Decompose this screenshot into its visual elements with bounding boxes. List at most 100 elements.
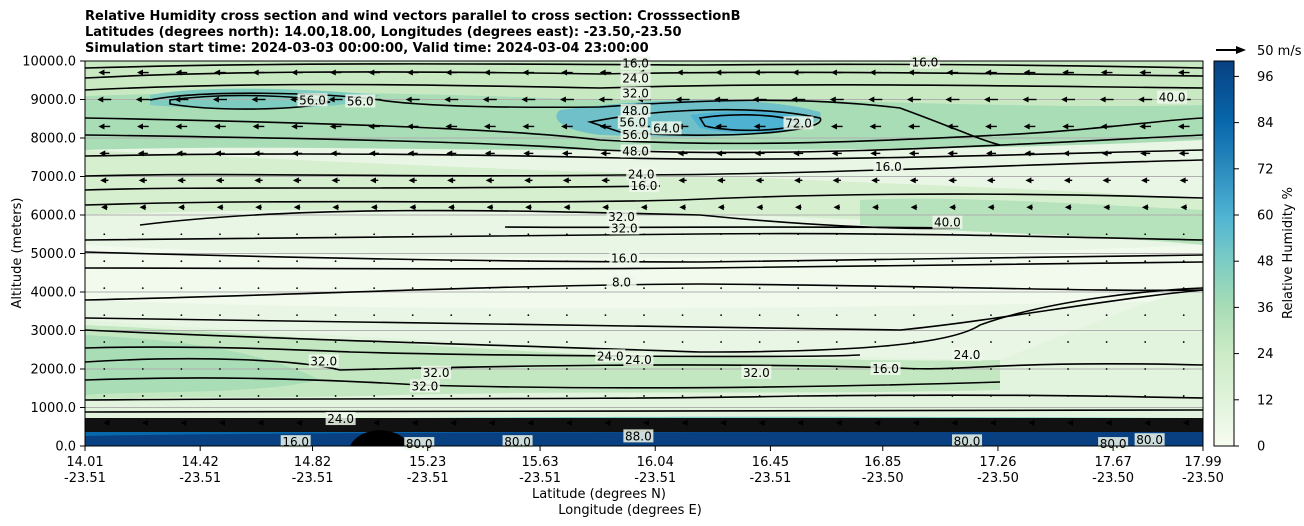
wind-dot [411, 314, 414, 316]
wind-arrow [1141, 177, 1150, 184]
wind-dot [1028, 233, 1031, 236]
wind-dot [103, 314, 106, 316]
wind-arrow [985, 69, 997, 76]
wind-dot [373, 341, 376, 343]
wind-dot [1105, 395, 1108, 397]
wind-arrow [1138, 96, 1153, 103]
wind-dot [411, 260, 414, 263]
wind-dot [373, 395, 376, 397]
x-tick-label-lat: 14.82 [294, 455, 331, 470]
wind-dot [1105, 341, 1108, 343]
wind-arrow [329, 69, 342, 76]
wind-arrow [874, 419, 881, 426]
wind-arrow [715, 123, 727, 130]
contour-label: 24.0 [620, 71, 651, 85]
wind-arrow [756, 204, 763, 211]
wind-arrow [870, 150, 881, 157]
contour-label: 32.0 [409, 379, 440, 393]
wind-arrow [793, 150, 804, 157]
wind-dot [1144, 233, 1147, 236]
wind-arrow [252, 69, 265, 76]
wind-arrow [948, 177, 957, 184]
wind-dot [643, 341, 645, 343]
contour-label: 16.0 [609, 251, 640, 266]
wind-dot [488, 395, 491, 397]
svg-text:32.0: 32.0 [423, 366, 450, 380]
svg-text:32.0: 32.0 [608, 210, 635, 224]
wind-arrow [833, 204, 841, 211]
wind-dot [527, 233, 530, 236]
wind-dot [103, 368, 106, 370]
wind-dot [912, 287, 915, 290]
contour-label: 16.0 [629, 179, 659, 193]
contour-line [85, 232, 1203, 241]
wind-dot [219, 368, 221, 370]
wind-dot [527, 395, 530, 397]
wind-dot [990, 341, 992, 343]
colorbar-tick-label: 0 [1257, 440, 1265, 455]
wind-arrow [445, 123, 458, 130]
wind-dot [180, 233, 183, 236]
wind-dot [990, 368, 992, 370]
wind-arrow [717, 204, 725, 211]
wind-arrow [138, 177, 147, 184]
contour-label: 32.0 [609, 221, 640, 235]
svg-text:24.0: 24.0 [622, 71, 649, 85]
wind-arrow [484, 150, 495, 157]
wind-dot [951, 260, 954, 263]
svg-text:80.0: 80.0 [1136, 433, 1163, 447]
wind-dot [797, 260, 800, 263]
wind-arrow [678, 177, 687, 184]
svg-text:48.0: 48.0 [622, 104, 649, 118]
wind-arrow [908, 123, 920, 130]
wind-arrow [103, 419, 110, 426]
contour-labels: 16.024.032.048.056.056.048.064.0 72.056.0… [280, 55, 1188, 451]
wind-arrow [640, 204, 648, 211]
contour-line [85, 159, 1203, 177]
wind-arrow [328, 96, 343, 103]
svg-text:48.0: 48.0 [622, 144, 649, 158]
wind-dot [565, 287, 568, 290]
wind-arrow [176, 150, 187, 157]
wind-dot [373, 260, 376, 263]
wind-dot [219, 341, 221, 343]
wind-dot [758, 395, 761, 397]
wind-dot [720, 287, 723, 290]
x-tick-label-lat: 16.85 [864, 455, 901, 470]
wind-dot [103, 395, 106, 397]
wind-dot [643, 395, 645, 397]
colorbar-tick-label: 96 [1257, 70, 1274, 85]
wind-arrow [985, 123, 997, 130]
wind-dot [758, 314, 761, 316]
wind-dot [450, 260, 453, 263]
wind-arrow [486, 204, 494, 211]
wind-dot [758, 287, 761, 290]
wind-dot [604, 395, 607, 397]
wind-dot [257, 233, 260, 236]
wind-arrow [1062, 123, 1074, 130]
wind-dot [141, 233, 144, 236]
wind-dot [488, 368, 491, 370]
wind-arrow [1101, 150, 1112, 157]
wind-arrow [524, 177, 533, 184]
wind-arrow [447, 204, 455, 211]
wind-dot [1144, 395, 1147, 397]
svg-text:80.0: 80.0 [1100, 437, 1127, 451]
y-tick-label: 3000.0 [31, 324, 77, 339]
wind-dot [219, 233, 221, 236]
wind-dot [141, 395, 144, 397]
contour-label: 32.0 [308, 354, 339, 368]
wind-dot [565, 233, 568, 236]
wind-dot [912, 233, 915, 236]
wind-arrow [643, 419, 649, 426]
y-axis: 0.0 1000.0 2000.0 3000.0 4000.0 5000.0 6000.0 7… [22, 55, 85, 455]
wind-arrow [985, 150, 996, 157]
contour-label: 24.0 [595, 349, 626, 363]
wind-dot [257, 341, 260, 343]
wind-arrow [869, 69, 882, 76]
wind-arrow [946, 69, 959, 76]
wind-dot [296, 233, 298, 236]
wind-dot [527, 314, 530, 316]
svg-text:16.0: 16.0 [875, 160, 902, 174]
wind-arrow [829, 96, 844, 103]
